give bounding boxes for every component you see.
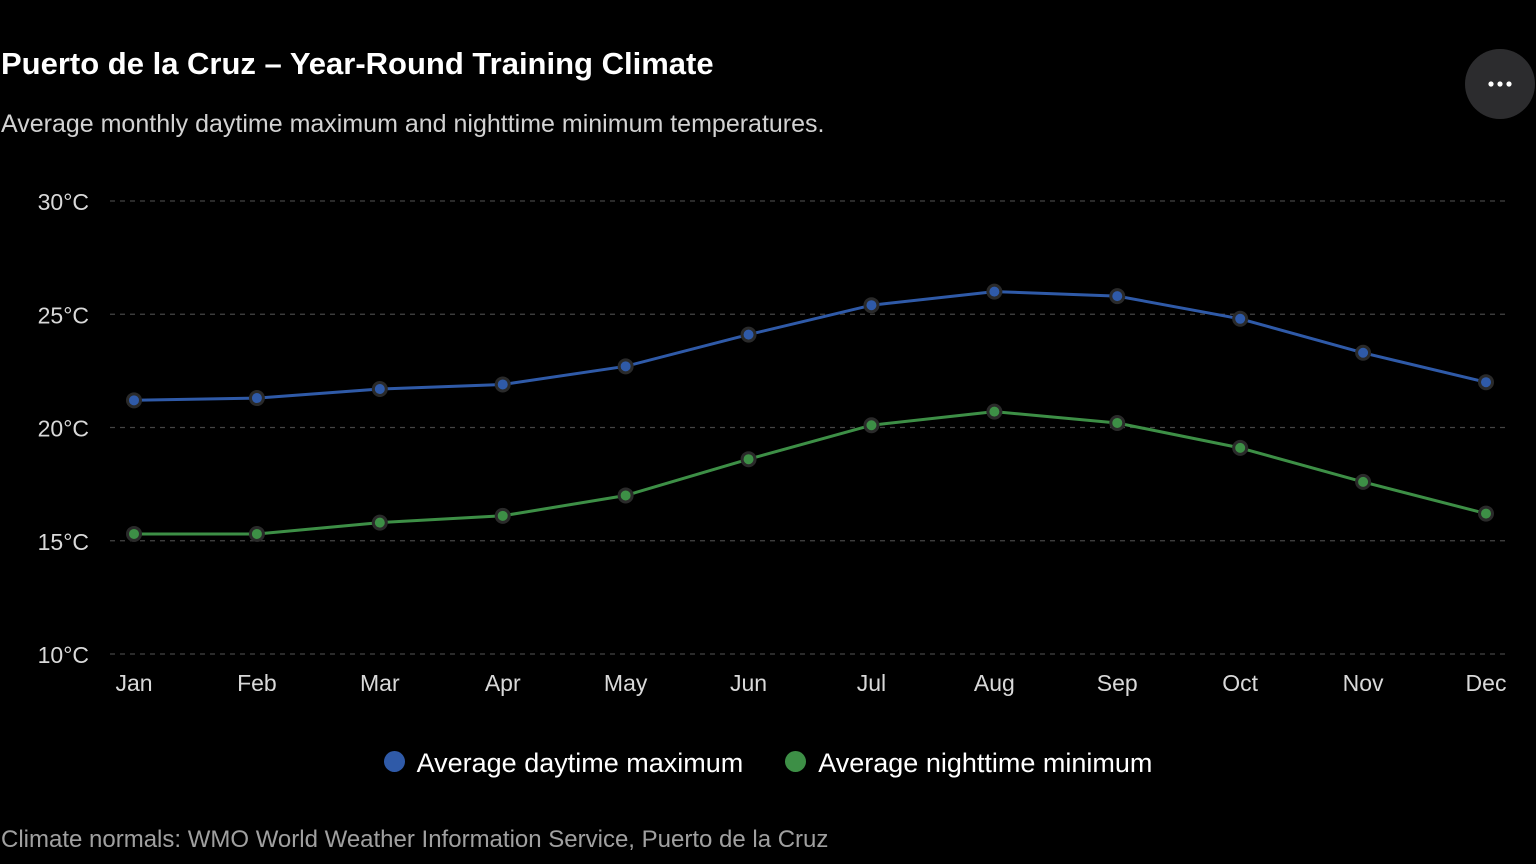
x-tick-label: May — [604, 670, 648, 696]
x-tick-label: Jun — [730, 670, 767, 696]
data-point-max[interactable] — [863, 297, 880, 314]
legend-item-max[interactable]: Average daytime maximum — [383, 748, 744, 779]
legend-label-max: Average daytime maximum — [416, 748, 744, 778]
y-tick-label: 20°C — [38, 416, 89, 442]
x-tick-label: Oct — [1222, 670, 1258, 696]
series-line-min — [132, 410, 1488, 536]
data-point-max[interactable] — [126, 392, 142, 409]
x-tick-label: Jul — [857, 670, 886, 696]
chart-subtitle: Average monthly daytime maximum and nigh… — [1, 110, 825, 138]
data-point-max[interactable] — [494, 376, 511, 393]
data-point-max[interactable] — [1478, 374, 1494, 391]
data-point-max[interactable] — [371, 380, 388, 397]
y-tick-label: 30°C — [38, 189, 89, 215]
x-tick-label: Dec — [1466, 670, 1507, 696]
data-point-min[interactable] — [617, 487, 634, 504]
data-point-min[interactable] — [1232, 439, 1249, 456]
data-point-min[interactable] — [1478, 505, 1494, 522]
chart-title: Puerto de la Cruz – Year-Round Training … — [1, 46, 714, 81]
data-point-max[interactable] — [248, 390, 265, 407]
x-tick-label: Sep — [1097, 670, 1138, 696]
series-lines — [132, 290, 1488, 536]
data-point-min[interactable] — [740, 451, 757, 468]
x-tick-label: Feb — [237, 670, 277, 696]
data-point-min[interactable] — [863, 417, 880, 434]
data-point-max[interactable] — [740, 326, 757, 343]
data-point-max[interactable] — [1109, 288, 1126, 305]
source-note: Climate normals: WMO World Weather Infor… — [1, 826, 829, 853]
data-point-min[interactable] — [494, 507, 511, 524]
x-tick-label: Mar — [360, 670, 400, 696]
legend-item-min[interactable]: Average nighttime minimum — [785, 748, 1152, 779]
legend-label-min: Average nighttime minimum — [818, 748, 1153, 778]
x-tick-label: Aug — [974, 670, 1015, 696]
x-tick-label: Jan — [115, 670, 152, 696]
series-points — [126, 283, 1494, 542]
x-tick-label: Nov — [1343, 670, 1384, 696]
chart-legend: Average daytime maximum Average nighttim… — [0, 748, 1536, 779]
y-tick-label: 10°C — [38, 642, 89, 668]
x-tick-label: Apr — [485, 670, 521, 696]
series-line-max — [132, 290, 1488, 402]
temperature-line-chart: 10°C15°C20°C25°C30°C Jan Feb Mar Apr May Jun J… — [38, 189, 1510, 696]
data-point-max[interactable] — [1232, 310, 1249, 327]
ellipsis-icon — [1488, 81, 1512, 87]
y-tick-label: 25°C — [38, 302, 89, 328]
legend-marker-min — [785, 751, 807, 772]
x-axis-ticks: Jan Feb Mar Apr May Jun Jul Aug Sep Oct Nov Dec — [115, 670, 1506, 696]
y-tick-label: 15°C — [38, 529, 89, 555]
data-point-max[interactable] — [986, 283, 1003, 300]
data-point-min[interactable] — [986, 403, 1003, 420]
grid-lines — [110, 200, 1510, 655]
more-options-button[interactable] — [1465, 49, 1535, 119]
legend-marker-max — [383, 751, 405, 772]
data-point-min[interactable] — [1109, 414, 1126, 431]
y-axis-ticks: 10°C 15°C 20°C 25°C 30°C — [38, 189, 89, 668]
data-point-min[interactable] — [371, 514, 388, 531]
data-point-min[interactable] — [1355, 473, 1372, 490]
data-point-min[interactable] — [126, 525, 142, 542]
data-point-min[interactable] — [248, 525, 265, 542]
data-point-max[interactable] — [617, 358, 634, 375]
data-point-max[interactable] — [1355, 344, 1372, 361]
